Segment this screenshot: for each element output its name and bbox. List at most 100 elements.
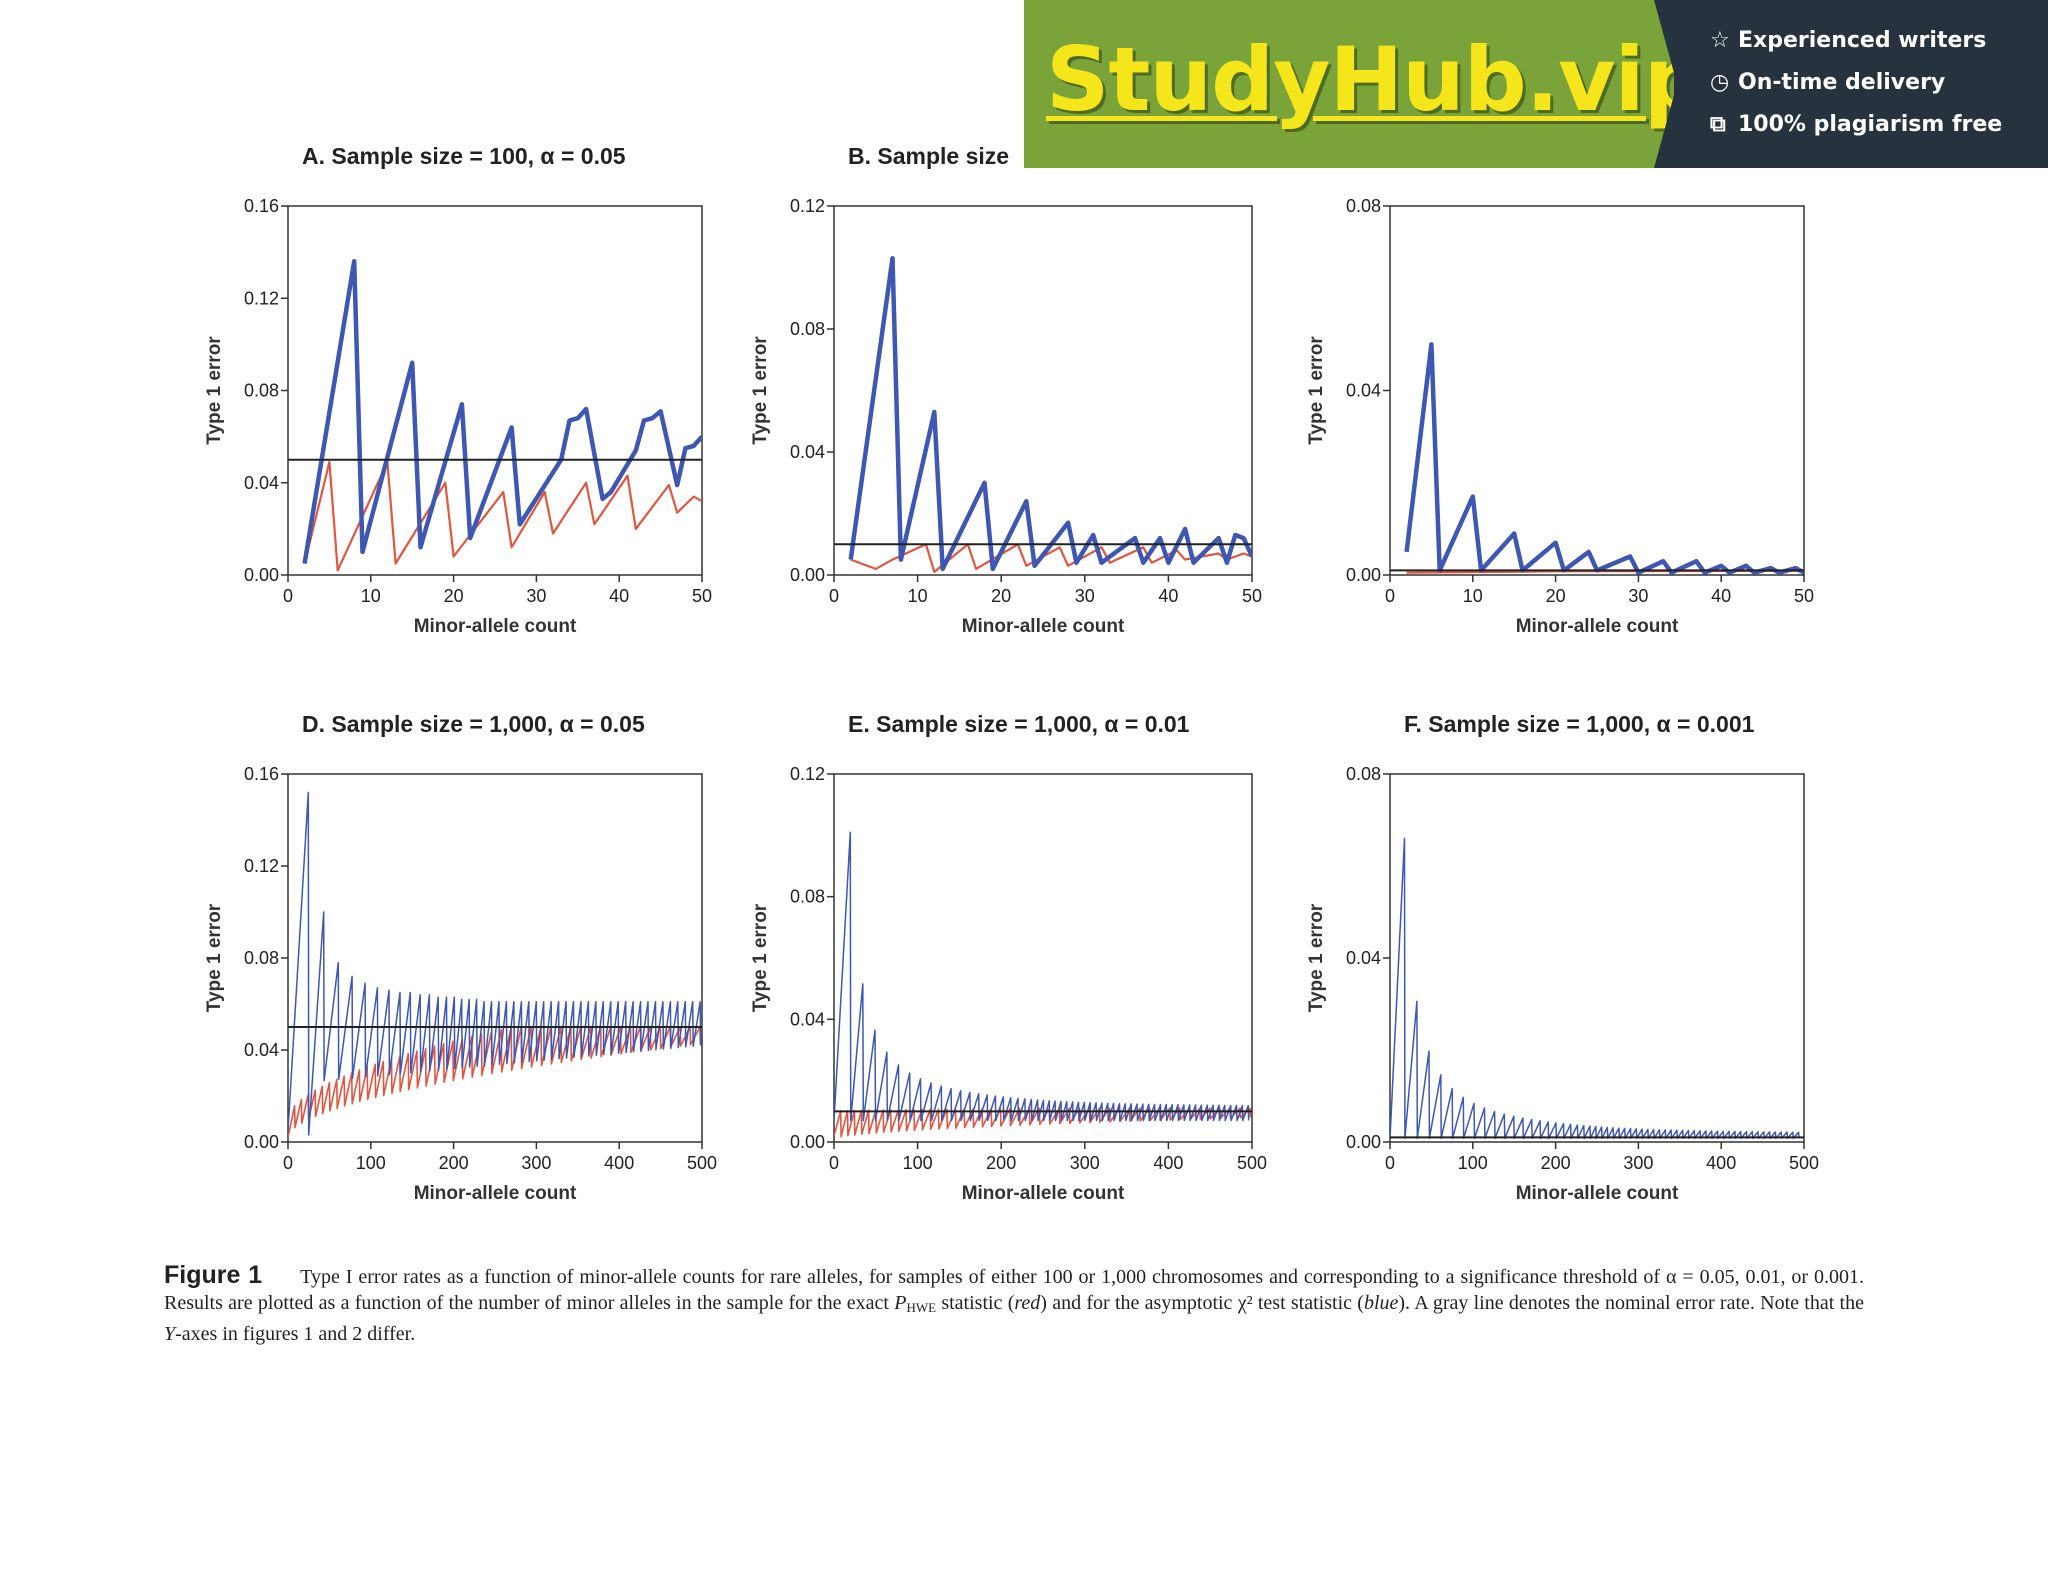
x-axis-label: Minor-allele count bbox=[414, 1183, 577, 1204]
panel-b: B. Sample size 0.00 0.04 0.08 0.12 0 10 20 30 40 5… bbox=[750, 143, 1262, 637]
y-tick-label: 0.00 bbox=[1346, 1132, 1381, 1152]
exact-series-line bbox=[303, 460, 702, 572]
y-tick-label: 0.16 bbox=[244, 764, 279, 784]
feature-plagiarism-free: ⧉ 100% plagiarism free bbox=[1710, 112, 2002, 137]
x-tick-label: 20 bbox=[1546, 586, 1566, 606]
x-tick-label: 50 bbox=[1794, 586, 1814, 606]
y-tick-label: 0.04 bbox=[244, 473, 279, 493]
caption-text: ) and for the asymptotic χ² test statist… bbox=[1040, 1292, 1364, 1314]
panel-c: 0.00 0.04 0.08 0 10 20 30 40 50 Minor-allele coun… bbox=[1306, 196, 1814, 637]
asymptotic-series-line bbox=[302, 259, 702, 564]
x-axis-label: Minor-allele count bbox=[1516, 616, 1679, 637]
x-tick-label: 300 bbox=[1623, 1153, 1653, 1173]
x-tick-label: 10 bbox=[908, 586, 928, 606]
plot-frame bbox=[287, 205, 703, 576]
asymptotic-series-line bbox=[848, 256, 1252, 572]
feature-on-time-delivery: ◷ On-time delivery bbox=[1710, 70, 1945, 95]
y-axis-label: Type 1 error bbox=[1306, 903, 1327, 1012]
x-tick-label: 40 bbox=[1158, 586, 1178, 606]
caption-p-symbol: P bbox=[894, 1292, 907, 1314]
x-axis-label: Minor-allele count bbox=[1516, 1183, 1679, 1204]
x-tick-label: 400 bbox=[1706, 1153, 1736, 1173]
x-tick-label: 20 bbox=[991, 586, 1011, 606]
x-tick-label: 0 bbox=[1385, 586, 1395, 606]
star-icon: ☆ bbox=[1710, 28, 1730, 53]
x-tick-label: 500 bbox=[1789, 1153, 1819, 1173]
y-axis-label: Type 1 error bbox=[750, 903, 771, 1012]
asymptotic-series-line bbox=[1404, 342, 1804, 575]
caption-red-word: red bbox=[1014, 1292, 1041, 1314]
x-axis-label: Minor-allele count bbox=[962, 1183, 1125, 1204]
panel-title: B. Sample size bbox=[848, 143, 1009, 169]
x-axis-label: Minor-allele count bbox=[962, 616, 1125, 637]
figure-caption: Figure 1 Type I error rates as a function… bbox=[164, 1262, 1864, 1347]
x-tick-label: 20 bbox=[444, 586, 464, 606]
x-tick-label: 0 bbox=[1385, 1153, 1395, 1173]
x-tick-label: 10 bbox=[361, 586, 381, 606]
x-tick-label: 30 bbox=[526, 586, 546, 606]
panel-e: E. Sample size = 1,000, α = 0.01 0.00 0.04… bbox=[750, 711, 1267, 1204]
y-tick-label: 0.00 bbox=[244, 1132, 279, 1152]
x-tick-label: 40 bbox=[1711, 586, 1731, 606]
y-tick-label: 0.08 bbox=[244, 381, 279, 401]
y-tick-label: 0.00 bbox=[1346, 565, 1381, 585]
y-axis-label: Type 1 error bbox=[750, 336, 771, 445]
plot-frame bbox=[833, 773, 1253, 1143]
brand-name[interactable]: StudyHub.vip bbox=[1046, 28, 1707, 131]
x-tick-label: 200 bbox=[986, 1153, 1016, 1173]
y-tick-label: 0.08 bbox=[244, 948, 279, 968]
feature-text: Experienced writers bbox=[1738, 28, 1987, 53]
caption-label: Figure 1 bbox=[164, 1261, 263, 1289]
y-axis-label: Type 1 error bbox=[1306, 336, 1327, 445]
feature-experienced-writers: ☆ Experienced writers bbox=[1710, 28, 1986, 53]
panel-a: A. Sample size = 100, α = 0.05 0.00 0.04 0.… bbox=[204, 143, 712, 637]
y-tick-label: 0.00 bbox=[790, 1132, 825, 1152]
x-tick-label: 200 bbox=[439, 1153, 469, 1173]
x-tick-label: 40 bbox=[609, 586, 629, 606]
y-tick-label: 0.04 bbox=[1346, 381, 1381, 401]
plot-frame bbox=[287, 773, 703, 1143]
y-tick-label: 0.04 bbox=[790, 442, 825, 462]
x-tick-label: 100 bbox=[356, 1153, 386, 1173]
asymptotic-series-line bbox=[1390, 837, 1800, 1140]
x-tick-label: 400 bbox=[604, 1153, 634, 1173]
y-tick-label: 0.08 bbox=[790, 319, 825, 339]
copy-icon: ⧉ bbox=[1710, 112, 1726, 137]
panel-f: F. Sample size = 1,000, α = 0.001 0.00 0.0… bbox=[1306, 711, 1819, 1204]
x-tick-label: 30 bbox=[1075, 586, 1095, 606]
plot-frame bbox=[833, 205, 1253, 576]
clock-icon: ◷ bbox=[1710, 70, 1730, 95]
x-tick-label: 200 bbox=[1541, 1153, 1571, 1173]
asymptotic-series-line bbox=[288, 791, 702, 1136]
caption-text: statistic ( bbox=[936, 1292, 1015, 1314]
feature-text: 100% plagiarism free bbox=[1738, 112, 2003, 137]
y-tick-label: 0.00 bbox=[244, 565, 279, 585]
y-tick-label: 0.08 bbox=[1346, 196, 1381, 216]
y-tick-label: 0.16 bbox=[244, 196, 279, 216]
x-tick-label: 0 bbox=[829, 586, 839, 606]
x-tick-label: 50 bbox=[692, 586, 712, 606]
x-axis-label: Minor-allele count bbox=[414, 616, 577, 637]
x-tick-label: 500 bbox=[687, 1153, 717, 1173]
y-axis-label: Type 1 error bbox=[204, 903, 225, 1012]
x-tick-label: 100 bbox=[1458, 1153, 1488, 1173]
x-tick-label: 100 bbox=[903, 1153, 933, 1173]
x-tick-label: 50 bbox=[1242, 586, 1262, 606]
caption-p-subscript: HWE bbox=[906, 1300, 937, 1315]
banner-green-panel: StudyHub.vip bbox=[1024, 0, 1707, 168]
feature-text: On-time delivery bbox=[1738, 70, 1946, 95]
ad-banner[interactable]: StudyHub.vip ☆ Experienced writers ◷ On-ti… bbox=[1024, 0, 2048, 168]
x-tick-label: 0 bbox=[283, 1153, 293, 1173]
y-tick-label: 0.00 bbox=[790, 565, 825, 585]
x-tick-label: 30 bbox=[1628, 586, 1648, 606]
caption-text: Type I error rates as a function of mino… bbox=[164, 1266, 1864, 1314]
panel-title: F. Sample size = 1,000, α = 0.001 bbox=[1404, 711, 1755, 737]
x-tick-label: 10 bbox=[1463, 586, 1483, 606]
asymptotic-series-line bbox=[834, 831, 1250, 1122]
exact-series-line bbox=[288, 1026, 702, 1138]
x-tick-label: 300 bbox=[521, 1153, 551, 1173]
exact-series-line bbox=[834, 1107, 1252, 1138]
y-tick-label: 0.12 bbox=[244, 288, 279, 308]
